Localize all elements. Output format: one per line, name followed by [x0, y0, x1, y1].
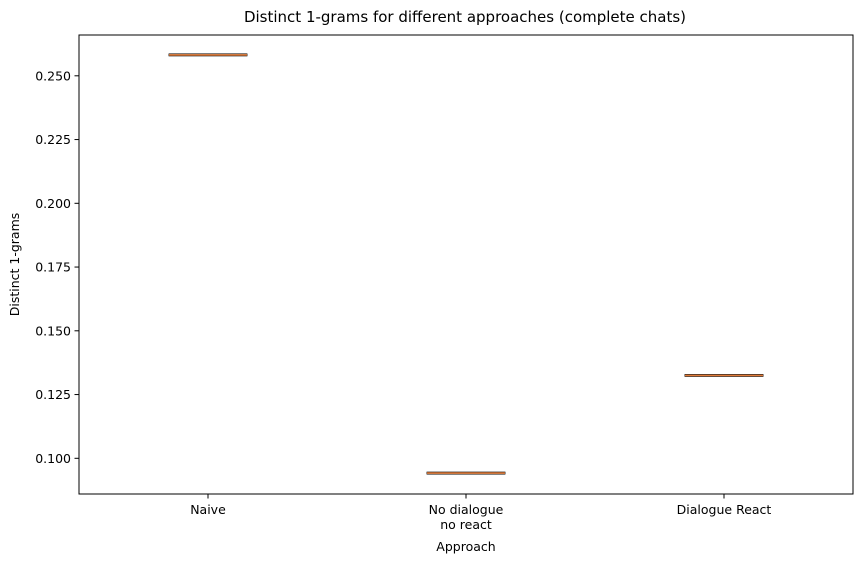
y-axis: 0.100 0.125 0.150 0.175 0.200 0.225 0.250: [35, 68, 79, 466]
boxes: [168, 53, 764, 475]
y-tick-label: 0.150: [35, 323, 71, 338]
x-tick-label-line: No dialogue: [429, 502, 504, 517]
x-tick-label-line: Naive: [190, 502, 226, 517]
box: [684, 374, 764, 377]
y-tick-label: 0.100: [35, 451, 71, 466]
y-tick-label: 0.125: [35, 387, 71, 402]
x-tick-label-line: no react: [440, 517, 492, 532]
x-tick-label: Dialogue React: [677, 502, 772, 517]
box: [426, 471, 506, 475]
chart-title: Distinct 1-grams for different approache…: [244, 8, 686, 26]
y-tick-label: 0.225: [35, 132, 71, 147]
x-axis: Naive No dialogue no react Dialogue React: [190, 494, 771, 532]
y-tick-label: 0.175: [35, 260, 71, 275]
x-axis-label: Approach: [436, 539, 495, 554]
x-tick-label: Naive: [190, 502, 226, 517]
plot-area: [78, 34, 854, 495]
y-tick-label: 0.200: [35, 196, 71, 211]
y-axis-label: Distinct 1-grams: [7, 213, 22, 317]
x-tick-label-line: Dialogue React: [677, 502, 772, 517]
y-tick-label: 0.250: [35, 68, 71, 83]
box: [168, 53, 248, 57]
x-tick-label: No dialogue no react: [429, 502, 504, 532]
